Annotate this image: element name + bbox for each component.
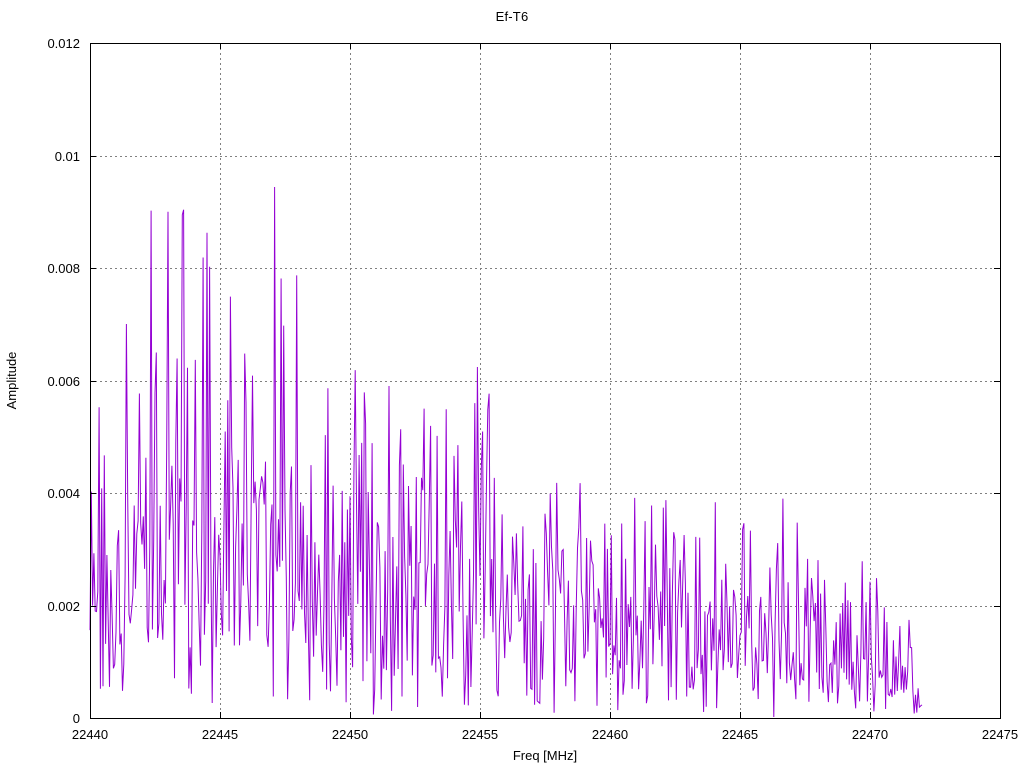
- y-tick-label: 0.01: [55, 149, 80, 164]
- page-title: Ef-T6: [495, 9, 529, 24]
- x-tick-label: 22470: [852, 727, 888, 742]
- series-line-ef-t6: [89, 187, 923, 718]
- x-tick-label: 22475: [982, 727, 1018, 742]
- y-tick-label: 0.002: [47, 599, 80, 614]
- x-tick-label: 22455: [462, 727, 498, 742]
- series-layer: [89, 187, 923, 718]
- y-tick-label: 0.008: [47, 261, 80, 276]
- grid-lines: [90, 43, 1000, 718]
- y-axis-tick-labels: 0 0.002 0.004 0.006 0.008 0.01 0.012: [47, 36, 80, 726]
- x-tick-label: 22465: [722, 727, 758, 742]
- y-tick-label: 0.006: [47, 374, 80, 389]
- tick-marks: [90, 43, 1001, 719]
- y-tick-label: 0: [73, 711, 80, 726]
- x-tick-label: 22440: [72, 727, 108, 742]
- y-tick-label: 0.004: [47, 486, 80, 501]
- x-tick-label: 22450: [332, 727, 368, 742]
- x-axis-title: Freq [MHz]: [513, 748, 577, 763]
- x-axis-tick-labels: 22440 22445 22450 22455 22460 22465 22470 22475: [72, 727, 1018, 742]
- y-axis-title: Amplitude: [4, 352, 19, 410]
- x-tick-label: 22460: [592, 727, 628, 742]
- y-tick-label: 0.012: [47, 36, 80, 51]
- x-tick-label: 22445: [202, 727, 238, 742]
